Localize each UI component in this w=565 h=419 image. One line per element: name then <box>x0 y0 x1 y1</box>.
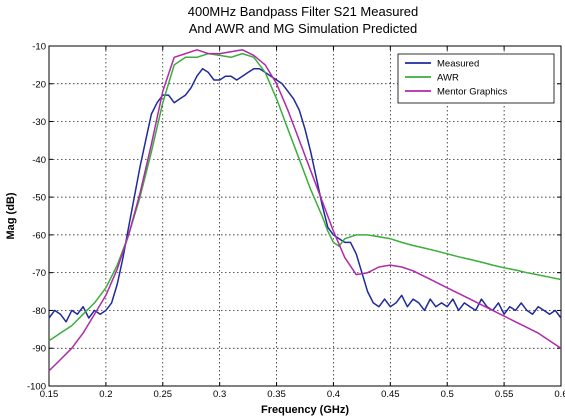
x-tick-label: 0.2 <box>99 389 112 400</box>
x-tick-label: 0.35 <box>267 389 286 400</box>
x-tick-label: 0.4 <box>327 389 340 400</box>
y-tick-label: -90 <box>32 344 46 355</box>
series-line-measured <box>48 67 562 323</box>
x-tick-label: 0.15 <box>40 389 59 400</box>
x-tick-label: 0.25 <box>154 389 173 400</box>
legend-label: Mentor Graphics <box>437 87 507 98</box>
x-tick-label: 0.55 <box>495 389 514 400</box>
x-tick-label: 0.3 <box>213 389 226 400</box>
y-tick-label: -60 <box>32 230 46 241</box>
legend: Measured AWR Mentor Graphics <box>397 53 555 104</box>
series-line-awr <box>48 52 562 342</box>
y-tick-label: -40 <box>32 155 46 166</box>
legend-label: AWR <box>437 73 459 84</box>
series-lines <box>48 49 562 372</box>
y-tick-label: -70 <box>32 268 46 279</box>
y-axis-label: Mag (dB) <box>5 192 17 239</box>
series-line-mentor-graphics <box>48 49 562 372</box>
y-tick-label: -100 <box>27 382 46 393</box>
axis-ticks: 0.15 0.2 0.25 0.3 0.35 0.4 0.45 0.5 0.55 0.6 -10 -2… <box>27 42 565 401</box>
x-tick-label: 0.45 <box>381 389 400 400</box>
y-tick-label: -30 <box>32 117 46 128</box>
x-tick-label: 0.6 <box>554 389 565 400</box>
legend-label: Measured <box>437 59 479 70</box>
x-axis-label: Frequency (GHz) <box>261 404 349 416</box>
chart-title-line-1: 400MHz Bandpass Filter S21 Measured <box>188 4 419 19</box>
chart-title-line-2: And AWR and MG Simulation Predicted <box>189 21 418 36</box>
x-tick-label: 0.5 <box>441 389 454 400</box>
y-tick-label: -80 <box>32 306 46 317</box>
y-tick-label: -20 <box>32 79 46 90</box>
y-tick-label: -10 <box>32 42 46 53</box>
y-tick-label: -50 <box>32 193 46 204</box>
